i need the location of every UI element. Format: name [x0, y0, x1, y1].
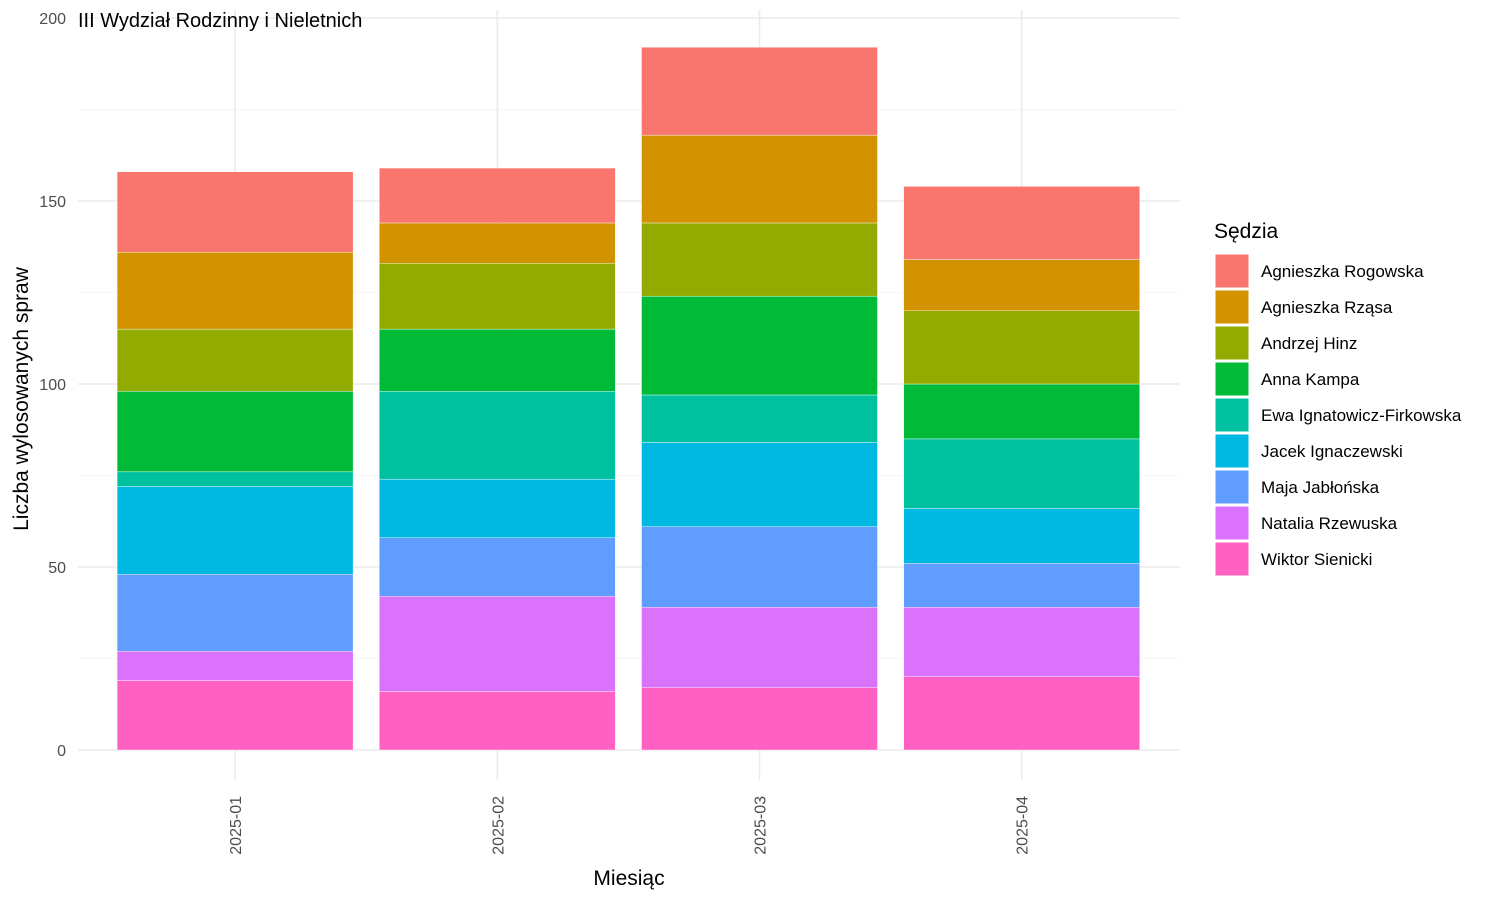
bar-segment — [641, 47, 878, 136]
legend-key — [1214, 469, 1250, 505]
legend-label: Jacek Ignaczewski — [1261, 442, 1403, 461]
legend-title: Sędzia — [1214, 220, 1279, 243]
legend-key — [1214, 541, 1250, 577]
legend-key — [1214, 361, 1250, 397]
bar-segment — [116, 486, 354, 575]
x-tick-label: 2025-03 — [753, 796, 770, 855]
bar-segment — [641, 222, 878, 297]
chart-title: III Wydział Rodzinny i Nieletnich — [78, 10, 362, 32]
bar-segment — [641, 526, 878, 608]
y-axis-ticks: 0 50 100 150 200 — [39, 11, 66, 760]
y-tick-label: 200 — [39, 11, 66, 28]
bar-segment — [379, 596, 616, 692]
bar-segment — [903, 508, 1140, 564]
bar-segment — [641, 607, 878, 688]
legend-key — [1214, 397, 1250, 433]
legend-label: Natalia Rzewuska — [1261, 514, 1398, 533]
legend-label: Wiktor Sienicki — [1261, 550, 1372, 569]
y-tick-label: 0 — [57, 743, 66, 760]
bar-segment — [903, 607, 1140, 678]
x-tick-label: 2025-01 — [228, 796, 245, 855]
bar-segment — [116, 574, 354, 652]
bar-segment — [641, 442, 878, 527]
bar-segment — [641, 394, 878, 443]
bar-segment — [903, 310, 1140, 385]
bar-segment — [903, 563, 1140, 608]
legend-label: Anna Kampa — [1261, 370, 1360, 389]
bar-segment — [379, 167, 616, 224]
y-tick-label: 150 — [39, 194, 66, 211]
legend-key — [1214, 433, 1250, 469]
bar-segment — [903, 259, 1140, 311]
bar-segment — [379, 537, 616, 597]
bar-segment — [641, 295, 878, 396]
bar-segment — [641, 687, 878, 751]
y-tick-label: 50 — [48, 560, 66, 577]
bar-segment — [903, 186, 1140, 260]
bar-segment — [116, 171, 354, 253]
bars — [116, 47, 1140, 751]
legend-label: Andrzej Hinz — [1261, 334, 1357, 353]
legend-key — [1214, 505, 1250, 541]
legend-label: Ewa Ignatowicz-Firkowska — [1261, 406, 1462, 425]
bar-segment — [116, 328, 354, 392]
bar-segment — [116, 650, 354, 681]
bar-segment — [116, 471, 354, 487]
bar-segment — [903, 438, 1140, 509]
bar-segment — [379, 691, 616, 751]
x-tick-label: 2025-04 — [1015, 796, 1032, 855]
bar-segment — [379, 328, 616, 392]
bar-segment — [116, 680, 354, 751]
bar-segment — [641, 134, 878, 224]
y-tick-label: 100 — [39, 377, 66, 394]
y-axis-title: Liczba wylosowanych spraw — [10, 266, 33, 531]
bar-segment — [379, 391, 616, 480]
bar-segment — [379, 478, 616, 538]
legend-key — [1214, 253, 1250, 289]
legend-label: Agnieszka Rogowska — [1261, 262, 1424, 281]
bar-segment — [116, 391, 354, 473]
bar-segment — [903, 676, 1140, 751]
legend-key — [1214, 325, 1250, 361]
x-tick-label: 2025-02 — [490, 796, 507, 855]
legend-key — [1214, 289, 1250, 325]
bar-segment — [379, 263, 616, 330]
bar-segment — [379, 222, 616, 264]
legend-label: Agnieszka Rząsa — [1261, 298, 1393, 317]
legend: Sędzia Agnieszka Rogowska Agnieszka Rząsa… — [1214, 220, 1462, 577]
bar-segment — [116, 252, 354, 330]
bar-segment — [903, 383, 1140, 440]
x-axis-ticks: 2025-01 2025-02 2025-03 2025-04 — [228, 796, 1032, 855]
x-axis-title: Miesiąc — [593, 867, 664, 890]
legend-label: Maja Jabłońska — [1261, 478, 1380, 497]
